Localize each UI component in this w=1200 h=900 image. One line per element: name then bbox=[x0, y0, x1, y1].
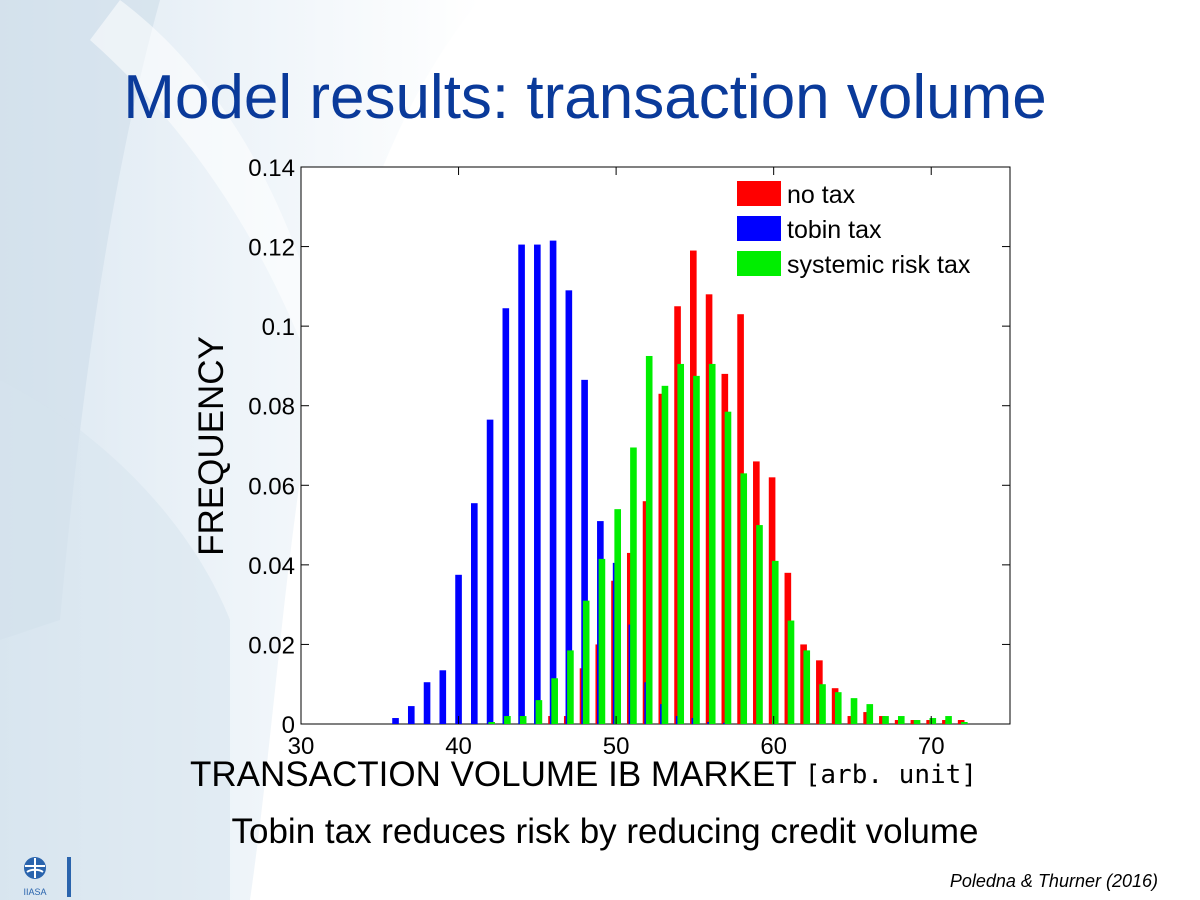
bar-systemic-risk-tax-47 bbox=[567, 650, 574, 724]
bar-systemic-risk-tax-68 bbox=[897, 716, 905, 724]
bar-systemic-risk-tax-67 bbox=[882, 716, 889, 724]
bar-systemic-risk-tax-71 bbox=[945, 716, 952, 724]
bar-tobin-tax-39 bbox=[439, 670, 447, 724]
bar-tobin-tax-36 bbox=[392, 718, 399, 724]
bar-tobin-tax-38 bbox=[423, 682, 431, 724]
x-tick-label: 60 bbox=[760, 733, 787, 760]
bar-systemic-risk-tax-69 bbox=[913, 720, 921, 724]
y-tick-label: 0.06 bbox=[248, 473, 295, 500]
x-tick-label: 40 bbox=[445, 733, 472, 760]
bar-tobin-tax-40 bbox=[455, 574, 462, 724]
bar-systemic-risk-tax-64 bbox=[834, 692, 842, 724]
bar-systemic-risk-tax-45 bbox=[535, 700, 543, 724]
bar-systemic-risk-tax-50 bbox=[614, 509, 621, 724]
bar-systemic-risk-tax-56 bbox=[708, 363, 716, 724]
y-tick-label: 0.1 bbox=[262, 314, 295, 341]
bar-systemic-risk-tax-46 bbox=[551, 678, 558, 724]
x-axis-label: TRANSACTION VOLUME IB MARKET bbox=[190, 755, 797, 794]
x-axis-unit: [arb. unit] bbox=[804, 760, 977, 790]
bar-tobin-tax-45 bbox=[534, 244, 541, 724]
y-tick-label: 0.12 bbox=[248, 235, 295, 262]
bar-systemic-risk-tax-58 bbox=[740, 473, 748, 724]
logo-text: IIASA bbox=[23, 887, 46, 897]
x-tick-label: 50 bbox=[603, 733, 630, 760]
bar-systemic-risk-tax-44 bbox=[519, 716, 527, 724]
legend-label-no-tax: no tax bbox=[787, 181, 856, 209]
slide-caption: Tobin tax reduces risk by reducing credi… bbox=[231, 812, 979, 851]
slide-title: Model results: transaction volume bbox=[123, 63, 1047, 132]
bar-systemic-risk-tax-51 bbox=[630, 447, 637, 724]
y-tick-label: 0.08 bbox=[248, 394, 295, 421]
bar-tobin-tax-43 bbox=[502, 308, 510, 724]
bar-systemic-risk-tax-63 bbox=[819, 684, 826, 724]
bar-systemic-risk-tax-60 bbox=[771, 560, 779, 724]
bar-tobin-tax-44 bbox=[518, 244, 525, 724]
bar-tobin-tax-47 bbox=[565, 290, 573, 724]
bar-systemic-risk-tax-57 bbox=[724, 411, 732, 724]
bar-systemic-risk-tax-65 bbox=[850, 698, 858, 724]
legend-swatch-systemic-risk-tax bbox=[737, 251, 781, 276]
y-tick-label: 0.02 bbox=[248, 632, 295, 659]
bar-systemic-risk-tax-61 bbox=[787, 620, 795, 724]
bar-systemic-risk-tax-42 bbox=[488, 722, 495, 724]
bar-systemic-risk-tax-52 bbox=[645, 355, 653, 724]
bar-tobin-tax-41 bbox=[471, 503, 478, 724]
legend-swatch-no-tax bbox=[737, 181, 781, 206]
bar-systemic-risk-tax-43 bbox=[504, 716, 511, 724]
bar-systemic-risk-tax-55 bbox=[693, 375, 700, 724]
iiasa-logo: IIASA bbox=[23, 857, 71, 897]
bar-systemic-risk-tax-54 bbox=[677, 363, 685, 724]
bar-systemic-risk-tax-59 bbox=[756, 525, 763, 724]
bar-tobin-tax-46 bbox=[549, 240, 557, 724]
bar-systemic-risk-tax-48 bbox=[582, 600, 590, 724]
legend-label-tobin-tax: tobin tax bbox=[787, 216, 882, 244]
y-tick-label: 0.14 bbox=[248, 155, 295, 182]
bar-tobin-tax-42 bbox=[486, 419, 494, 724]
citation: Poledna & Thurner (2016) bbox=[949, 871, 1158, 891]
y-tick-label: 0 bbox=[282, 712, 295, 739]
plot-area bbox=[300, 166, 1011, 725]
y-tick-label: 0.04 bbox=[248, 553, 295, 580]
x-axis-label-wrap: TRANSACTION VOLUME IB MARKET [arb. unit] bbox=[190, 755, 1090, 795]
bar-systemic-risk-tax-53 bbox=[661, 385, 669, 724]
bar-systemic-risk-tax-62 bbox=[803, 650, 811, 724]
x-tick-label: 30 bbox=[288, 733, 315, 760]
legend-swatch-tobin-tax bbox=[737, 216, 781, 241]
y-axis-label: FREQUENCY bbox=[192, 336, 231, 556]
bar-systemic-risk-tax-70 bbox=[929, 718, 937, 724]
legend-label-systemic-risk-tax: systemic risk tax bbox=[787, 251, 971, 279]
bar-tobin-tax-37 bbox=[407, 706, 415, 724]
x-tick-label: 70 bbox=[918, 733, 945, 760]
bar-tobin-tax-48 bbox=[581, 379, 588, 724]
bar-systemic-risk-tax-66 bbox=[866, 704, 874, 724]
bar-systemic-risk-tax-49 bbox=[598, 558, 606, 724]
bar-systemic-risk-tax-72 bbox=[961, 722, 968, 724]
